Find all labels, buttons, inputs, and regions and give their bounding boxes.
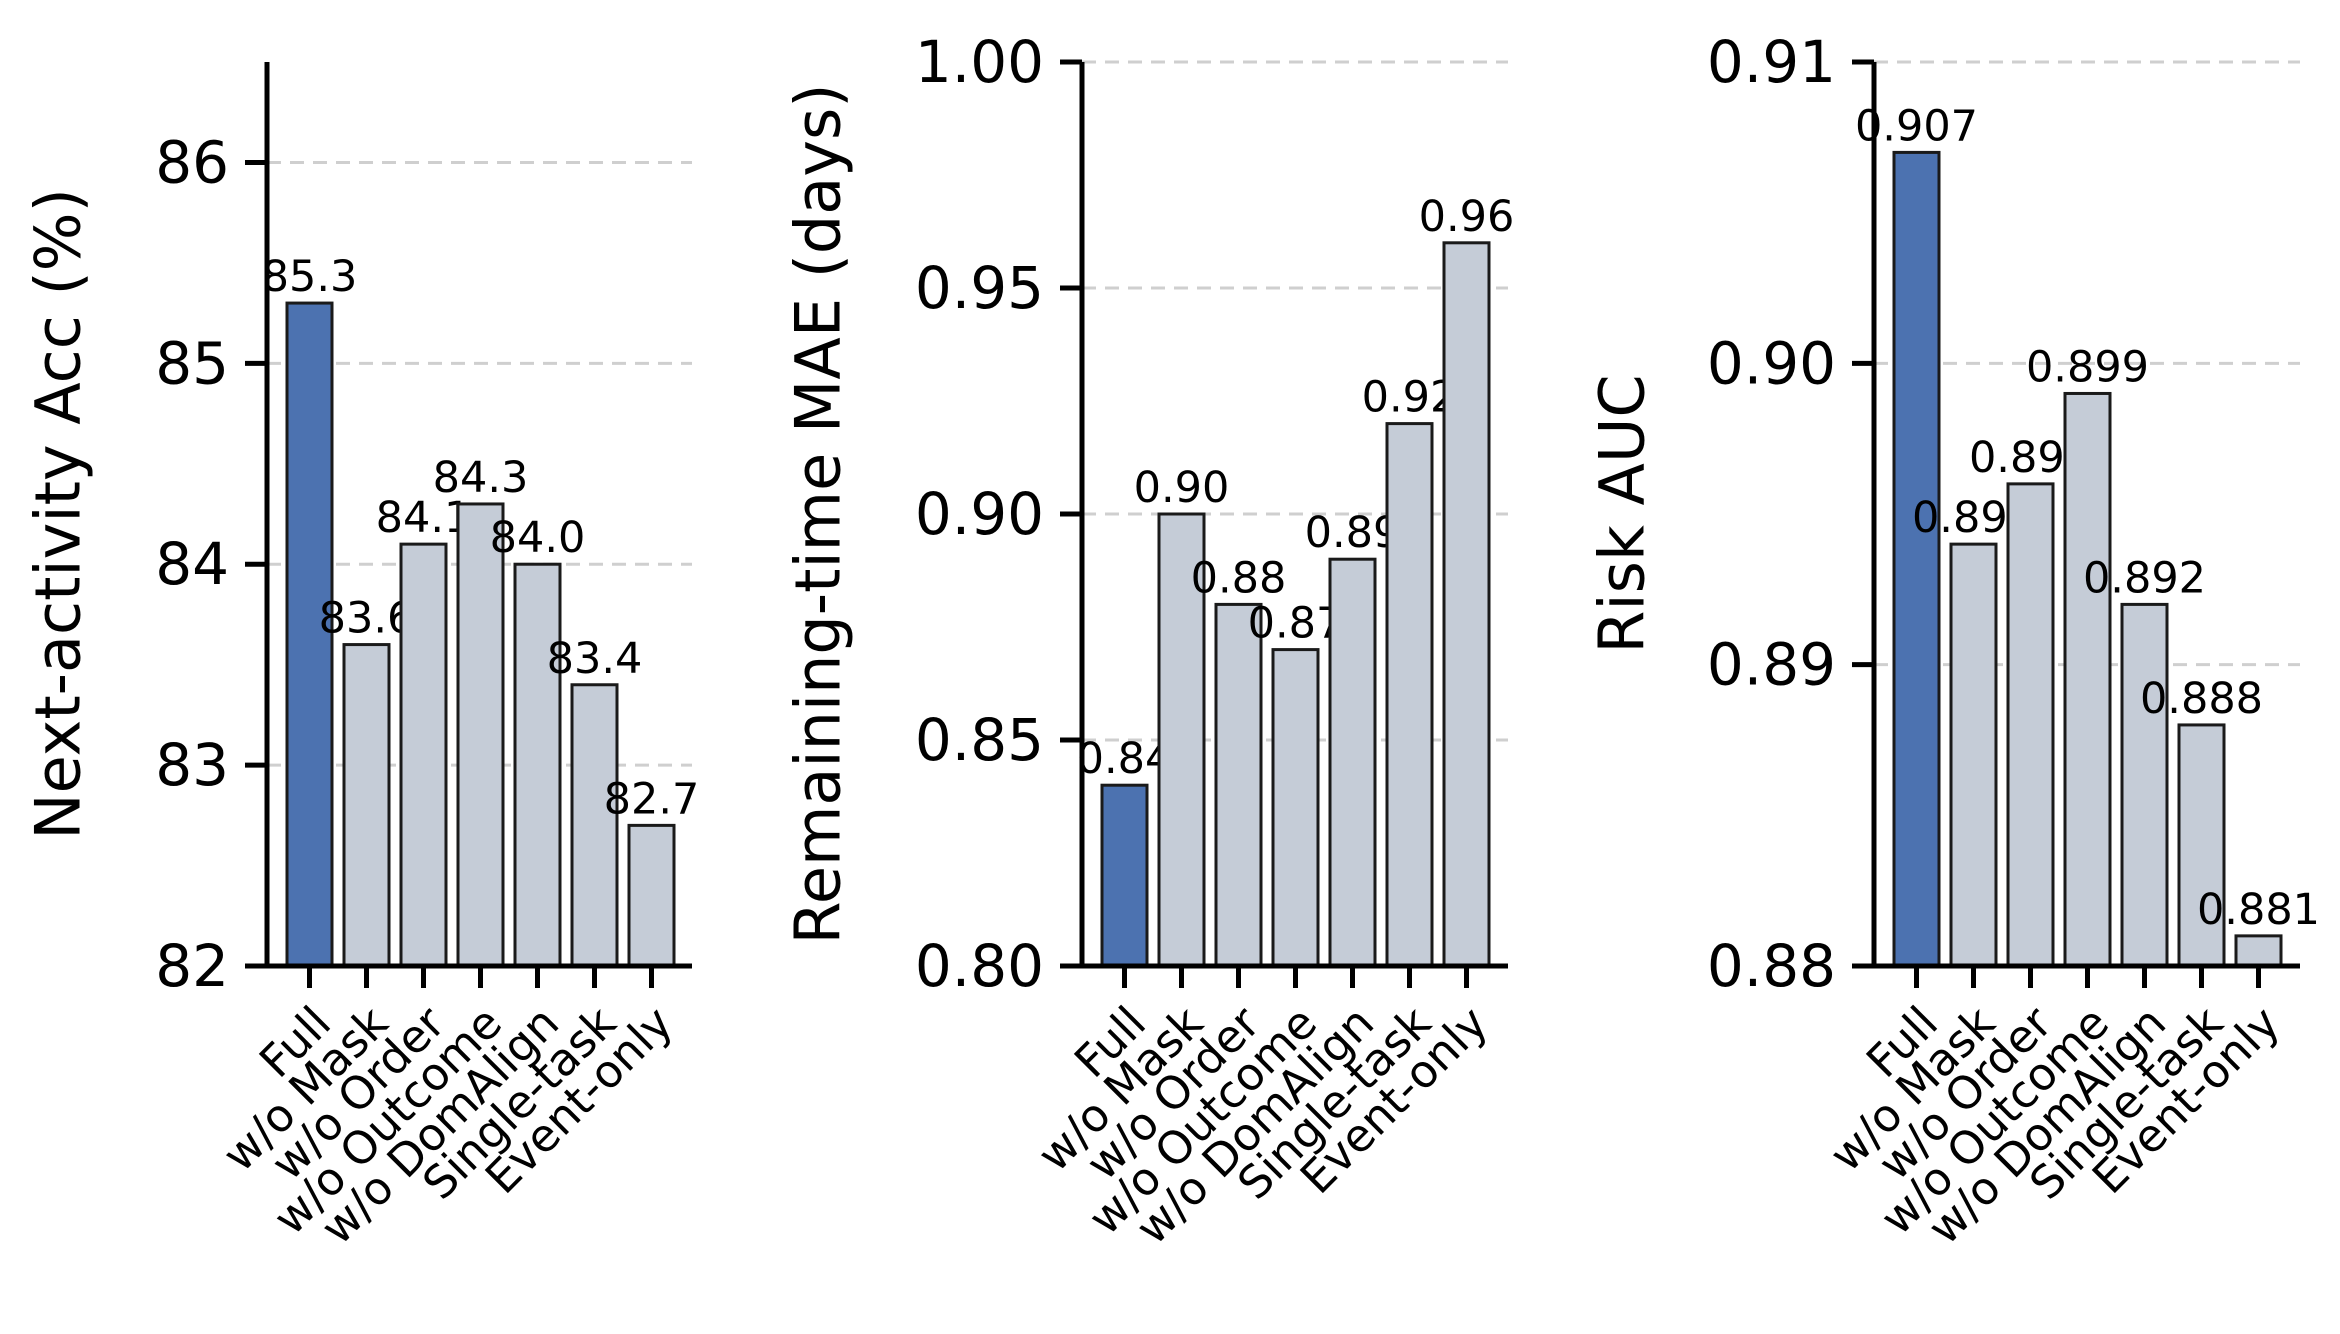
data-label: 0.84 (1077, 734, 1173, 784)
bar (1892, 150, 1941, 968)
y-tick-label: 0.90 (915, 480, 1044, 548)
data-label: 0.888 (2140, 674, 2263, 724)
bar (456, 502, 505, 968)
data-label: 83.4 (547, 634, 643, 684)
bar (1949, 542, 1998, 968)
data-label: 0.88 (1191, 553, 1287, 603)
y-tick-label: 86 (155, 128, 229, 196)
data-label: 0.881 (2197, 885, 2320, 935)
data-label: 0.96 (1419, 192, 1515, 242)
data-label: 85.3 (262, 252, 358, 302)
axis-spine (264, 62, 692, 969)
bar (1328, 557, 1377, 968)
y-tick-label: 82 (155, 932, 229, 1000)
data-label: 0.92 (1362, 373, 1458, 423)
bar (2063, 391, 2112, 968)
bar (1157, 512, 1206, 968)
y-tick-label: 0.80 (915, 932, 1044, 1000)
y-tick-label: 0.89 (1707, 631, 1836, 699)
bar (285, 301, 334, 968)
y-tick-label: 0.88 (1707, 932, 1836, 1000)
y-tick-label: 83 (155, 731, 229, 799)
bar (1442, 241, 1491, 968)
y-tick-label: 0.91 (1707, 28, 1836, 96)
y-tick-label: 0.90 (1707, 329, 1836, 397)
data-label: 83.6 (319, 594, 415, 644)
data-label: 84.3 (433, 453, 529, 503)
data-label: 0.89 (1305, 508, 1401, 558)
bar (1100, 783, 1149, 968)
y-tick-label: 0.85 (915, 706, 1044, 774)
bar (1271, 648, 1320, 968)
y-tick-label: 1.00 (915, 28, 1044, 96)
y-axis-title: Risk AUC (1586, 374, 1659, 653)
bar (342, 643, 391, 968)
data-label: 0.90 (1134, 463, 1230, 513)
data-label: 0.899 (2026, 342, 2149, 392)
data-label: 84.1 (376, 493, 472, 543)
y-tick-label: 0.95 (915, 254, 1044, 322)
y-axis-title: Remaining-time MAE (days) (782, 84, 855, 945)
bar (2120, 602, 2169, 968)
y-axis-title: Next-activity Acc (%) (22, 188, 95, 840)
y-tick-label: 85 (155, 329, 229, 397)
data-label: 82.7 (604, 774, 700, 824)
axis-spine (1871, 62, 2300, 969)
axis-spine (1079, 62, 1508, 969)
bar (2006, 482, 2055, 968)
bar (570, 683, 619, 968)
data-label: 0.892 (2083, 553, 2206, 603)
bar (1385, 422, 1434, 968)
bar (399, 542, 448, 968)
bar (1214, 602, 1263, 968)
bar (513, 562, 562, 968)
data-label: 0.87 (1248, 599, 1344, 649)
bar (627, 823, 676, 968)
bar (2234, 934, 2283, 968)
y-tick-label: 84 (155, 530, 229, 598)
data-label: 84.0 (490, 513, 586, 563)
